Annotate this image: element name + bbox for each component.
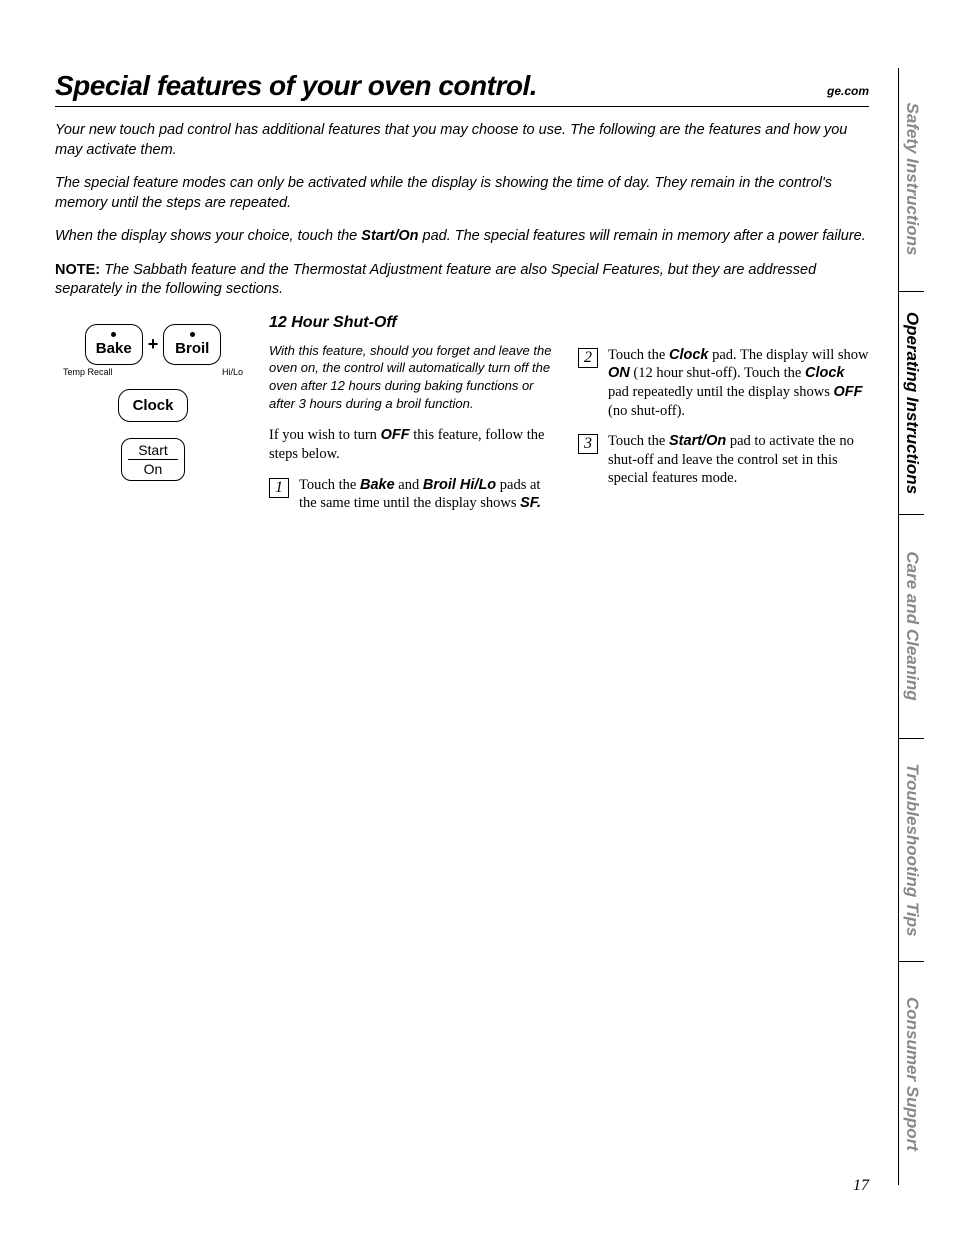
tab-troubleshooting-label: Troubleshooting Tips <box>902 764 922 937</box>
s1broil: Broil Hi/Lo <box>423 477 496 493</box>
tab-troubleshooting: Troubleshooting Tips <box>899 739 924 963</box>
s1sf: SF. <box>520 495 541 511</box>
manual-page: Special features of your oven control. g… <box>0 0 954 1235</box>
s2d: pad repeatedly until the display shows <box>608 384 834 400</box>
s2on: ON <box>608 365 630 381</box>
s3start: Start/On <box>669 433 726 449</box>
on-label: On <box>128 461 178 477</box>
clock-pad: Clock <box>118 389 188 422</box>
bake-label: Bake <box>96 340 132 357</box>
section-title: 12 Hour Shut-Off <box>269 314 560 332</box>
s1and: and <box>395 477 423 493</box>
s3a: Touch the <box>608 433 669 449</box>
intro-note: NOTE: The Sabbath feature and the Thermo… <box>55 261 869 300</box>
intro-p3-bold: Start/On <box>361 228 418 244</box>
content-area: Bake + Broil Temp Recall Hi/Lo Clock Sta… <box>55 314 869 525</box>
sublabel-right: Hi/Lo <box>222 367 243 377</box>
column-right: 2 Touch the Clock pad. The display will … <box>578 314 869 525</box>
step-number-2: 2 <box>578 348 598 368</box>
note-text: The Sabbath feature and the Thermostat A… <box>55 262 816 298</box>
s2b: pad. The display will show <box>709 347 869 363</box>
page-number: 17 <box>853 1177 869 1195</box>
pad-divider <box>128 459 178 460</box>
s2off: OFF <box>834 384 863 400</box>
side-tabs: Safety Instructions Operating Instructio… <box>898 68 924 1185</box>
s2e: (no shut-off). <box>608 403 685 419</box>
plus-icon: + <box>147 334 160 355</box>
step-number-1: 1 <box>269 478 289 498</box>
intro-p3-b: pad. The special features will remain in… <box>418 228 865 244</box>
start-on-pad: Start On <box>121 438 185 481</box>
start-label: Start <box>128 442 178 458</box>
tab-operating-label: Operating Instructions <box>902 312 922 494</box>
tab-consumer: Consumer Support <box>899 962 924 1185</box>
pad-row-top: Bake + Broil <box>55 324 251 365</box>
wish-text: If you wish to turn OFF this feature, fo… <box>269 426 560 464</box>
feature-intro: With this feature, should you forget and… <box>269 342 560 412</box>
tab-care: Care and Cleaning <box>899 515 924 739</box>
tab-care-label: Care and Cleaning <box>902 552 922 701</box>
intro-p3: When the display shows your choice, touc… <box>55 227 869 247</box>
step-3: 3 Touch the Start/On pad to activate the… <box>578 432 869 488</box>
page-title: Special features of your oven control. <box>55 70 537 102</box>
pad-dot <box>111 332 116 337</box>
intro-p2: The special feature modes can only be ac… <box>55 174 869 213</box>
intro-block: Your new touch pad control has additiona… <box>55 121 869 300</box>
control-diagram: Bake + Broil Temp Recall Hi/Lo Clock Sta… <box>55 314 251 525</box>
intro-p3-a: When the display shows your choice, touc… <box>55 228 361 244</box>
step-2-text: Touch the Clock pad. The display will sh… <box>608 346 869 420</box>
step-1-text: Touch the Bake and Broil Hi/Lo pads at t… <box>299 476 560 513</box>
s2clock1: Clock <box>669 347 709 363</box>
wish-a: If you wish to turn <box>269 427 381 443</box>
sublabel-left: Temp Recall <box>63 367 113 377</box>
column-left: 12 Hour Shut-Off With this feature, shou… <box>269 314 560 525</box>
step-1: 1 Touch the Bake and Broil Hi/Lo pads at… <box>269 476 560 513</box>
header: Special features of your oven control. g… <box>55 70 869 107</box>
tab-operating: Operating Instructions <box>899 292 924 516</box>
brand-url: ge.com <box>827 84 869 98</box>
wish-off: OFF <box>381 427 410 443</box>
s1bake: Bake <box>360 477 395 493</box>
pad-sublabels: Temp Recall Hi/Lo <box>63 367 243 377</box>
intro-p1: Your new touch pad control has additiona… <box>55 121 869 160</box>
s2c: (12 hour shut-off). Touch the <box>630 365 805 381</box>
s2clock2: Clock <box>805 365 845 381</box>
note-label: NOTE: <box>55 262 100 278</box>
step-3-text: Touch the Start/On pad to activate the n… <box>608 432 869 488</box>
text-columns: 12 Hour Shut-Off With this feature, shou… <box>269 314 869 525</box>
s2a: Touch the <box>608 347 669 363</box>
bake-pad: Bake <box>85 324 143 365</box>
pad-dot <box>190 332 195 337</box>
step-2: 2 Touch the Clock pad. The display will … <box>578 346 869 420</box>
tab-safety: Safety Instructions <box>899 68 924 292</box>
tab-safety-label: Safety Instructions <box>902 103 922 256</box>
broil-pad: Broil <box>163 324 221 365</box>
step-number-3: 3 <box>578 434 598 454</box>
tab-consumer-label: Consumer Support <box>902 997 922 1151</box>
broil-label: Broil <box>175 340 209 357</box>
s1a: Touch the <box>299 477 360 493</box>
